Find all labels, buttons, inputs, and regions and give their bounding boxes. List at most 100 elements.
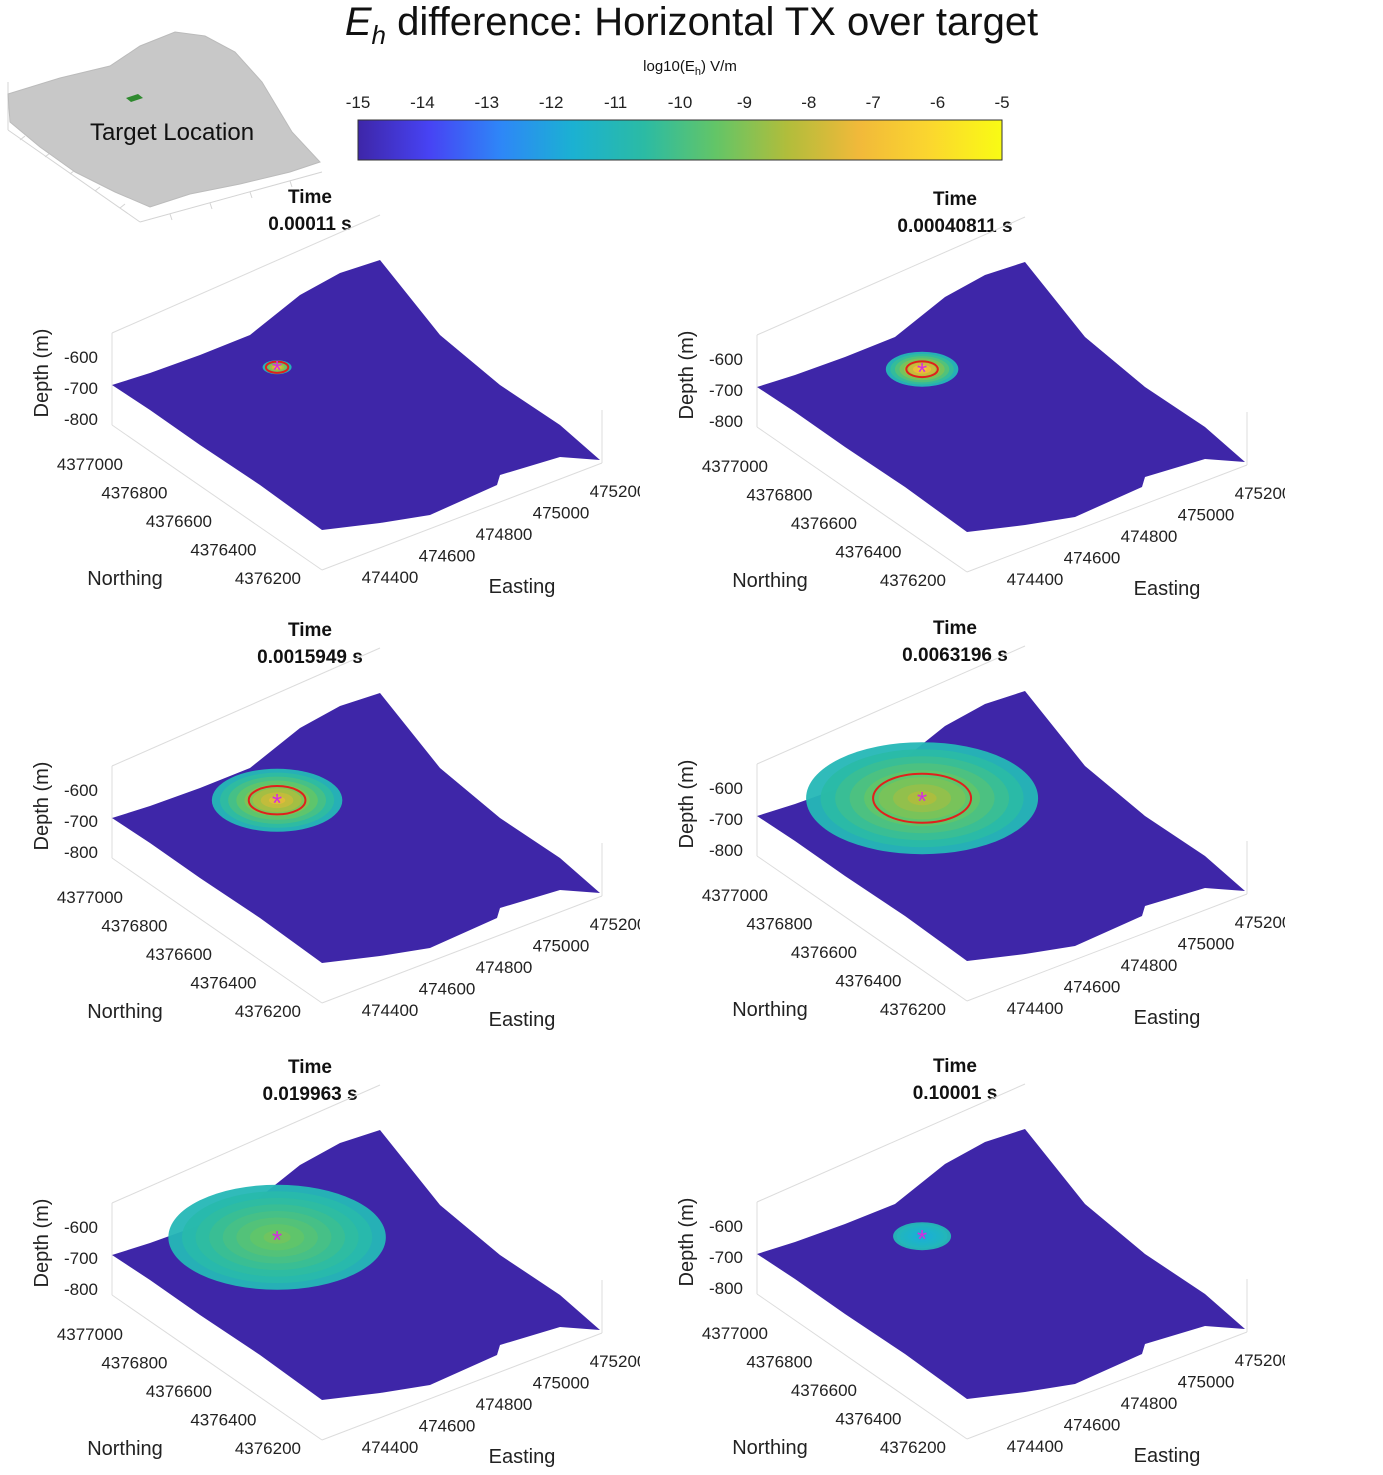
panel-title-time: Time — [287, 1057, 332, 1078]
panel-title-value: 0.0063196 s — [902, 645, 1008, 666]
z-tick-label: -600 — [709, 350, 743, 369]
target-star-marker: * — [272, 788, 282, 818]
z-axis-label: Depth (m) — [676, 760, 698, 849]
x-tick-label: 475000 — [1178, 935, 1235, 954]
surface-base — [757, 1129, 1245, 1399]
panel-title-value: 0.00011 s — [268, 214, 352, 235]
y-tick-label: 4376400 — [190, 1411, 256, 1430]
surface-plot: * -600 -700 -800 Depth (m) 4377000 4376800 4376… — [676, 645, 1285, 1029]
y-tick-label: 4377000 — [702, 1324, 768, 1343]
x-tick-label: 474800 — [1121, 1394, 1178, 1413]
x-tick-label: 474600 — [419, 547, 476, 566]
surface-plot: * -600 -700 -800 Depth (m) 4377000 4376800 4376… — [31, 1084, 640, 1468]
axes-box — [756, 645, 1248, 1002]
x-tick-label: 475200 — [1235, 484, 1285, 503]
colorbar-gradient — [357, 119, 1003, 161]
colorbar: -15 -14 -13 -12 -11 -10 -9 -8 -7 -6 -5 — [346, 93, 1010, 161]
x-tick-label: 475000 — [1178, 1373, 1235, 1392]
y-axis-label: Northing — [732, 570, 808, 592]
x-axis-label: Easting — [1134, 1445, 1201, 1467]
surface-panel-6: Time 0.10001 s * -600 -700 -800 Depth (m) 43770… — [645, 1054, 1285, 1474]
z-tick-label: -800 — [709, 841, 743, 860]
x-tick-label: 474400 — [1007, 999, 1064, 1018]
y-tick-label: 4376800 — [101, 917, 167, 936]
z-tick-label: -600 — [709, 779, 743, 798]
y-tick-label: 4376800 — [746, 1353, 812, 1372]
y-tick-label: 4377000 — [57, 455, 123, 474]
axes-box — [756, 216, 1248, 573]
surface-plot: * -600 -700 -800 Depth (m) 4377000 4376800 4376… — [31, 647, 640, 1031]
z-tick-label: -700 — [709, 810, 743, 829]
panel-title-value: 0.10001 s — [912, 1083, 998, 1104]
panel-title-value: 0.0015949 s — [257, 647, 363, 668]
colorbar-tick-label: -15 — [346, 93, 371, 112]
colorbar-tick-label: -10 — [668, 93, 693, 112]
x-axis-label: Easting — [1134, 1007, 1201, 1029]
y-tick-label: 4376400 — [835, 543, 901, 562]
y-tick-label: 4376200 — [880, 1000, 946, 1019]
z-tick-label: -800 — [64, 410, 98, 429]
x-tick-label: 474400 — [362, 1438, 419, 1457]
surface-panel-5: Time 0.019963 s * -600 -700 -800 Depth (m) 4377… — [0, 1055, 640, 1475]
z-tick-label: -800 — [709, 1279, 743, 1298]
axes-box — [756, 1083, 1248, 1440]
y-tick-label: 4376800 — [746, 486, 812, 505]
x-tick-label: 474400 — [362, 1001, 419, 1020]
y-tick-label: 4376400 — [190, 974, 256, 993]
x-tick-label: 475200 — [1235, 1351, 1285, 1370]
panel-title-time: Time — [932, 1056, 977, 1077]
surface-panel-4: Time 0.0063196 s * -600 -700 -800 Depth (m) 437… — [645, 616, 1285, 1036]
y-tick-label: 4376600 — [791, 514, 857, 533]
x-tick-label: 474800 — [1121, 527, 1178, 546]
y-tick-label: 4377000 — [702, 886, 768, 905]
z-tick-label: -700 — [709, 381, 743, 400]
panel-title-time: Time — [287, 187, 332, 208]
target-location-inset: Target Location — [7, 31, 323, 223]
x-tick-label: 474400 — [1007, 1437, 1064, 1456]
target-star-marker: * — [917, 786, 927, 816]
target-marker-patch — [126, 94, 143, 102]
anomaly-contour-fill — [263, 1230, 291, 1244]
y-tick-label: 4377000 — [702, 457, 768, 476]
colorbar-tick-label: -6 — [930, 93, 945, 112]
z-axis-label: Depth (m) — [31, 762, 53, 851]
target-star-marker: * — [272, 1225, 282, 1255]
y-tick-label: 4376200 — [880, 1438, 946, 1457]
y-axis-label: Northing — [87, 568, 163, 590]
surface-panel-1: Time 0.00011 s * -600 -700 -800 Depth (m) 43770… — [0, 185, 640, 605]
z-tick-label: -800 — [709, 412, 743, 431]
surface-plot: * -600 -700 -800 Depth (m) 4377000 4376800 4376… — [31, 214, 640, 598]
anomaly-contour-fill — [268, 796, 286, 805]
y-tick-label: 4376200 — [235, 569, 301, 588]
threshold-contour — [247, 785, 307, 816]
target-star-marker: * — [917, 357, 927, 387]
x-tick-label: 474600 — [1064, 549, 1121, 568]
anomaly-contour-fill — [275, 366, 279, 369]
anomaly-contour-fill — [918, 1234, 926, 1238]
surface-plot: * -600 -700 -800 Depth (m) 4377000 4376800 4376… — [676, 1083, 1285, 1467]
y-tick-label: 4376600 — [146, 1382, 212, 1401]
colorbar-tick-label: -5 — [994, 93, 1009, 112]
colorbar-label: log10(Eh) V/m — [580, 58, 800, 78]
x-tick-label: 474600 — [1064, 1416, 1121, 1435]
y-tick-label: 4376800 — [101, 1354, 167, 1373]
surface-panel-2: Time 0.00040811 s * -600 -700 -800 Depth (m) 43… — [645, 187, 1285, 607]
colorbar-label-main: log10(E — [643, 58, 695, 75]
colorbar-label-sub: h — [694, 66, 701, 78]
z-tick-label: -600 — [64, 781, 98, 800]
z-tick-label: -800 — [64, 843, 98, 862]
anomaly-contour-fill — [907, 791, 937, 806]
x-tick-label: 475200 — [590, 1352, 640, 1371]
threshold-contour — [872, 772, 973, 824]
colorbar-tick-label: -14 — [410, 93, 435, 112]
x-tick-label: 475000 — [1178, 506, 1235, 525]
x-tick-label: 475200 — [1235, 913, 1285, 932]
x-tick-label: 475000 — [533, 1374, 590, 1393]
z-axis-label: Depth (m) — [31, 1199, 53, 1288]
z-axis-label: Depth (m) — [31, 329, 53, 418]
colorbar-tick-label: -8 — [801, 93, 816, 112]
colorbar-label-end: ) V/m — [700, 58, 737, 75]
z-tick-label: -700 — [709, 1248, 743, 1267]
y-tick-label: 4376200 — [235, 1002, 301, 1021]
surface-panel-3: Time 0.0015949 s * -600 -700 -800 Depth (m) 437… — [0, 618, 640, 1038]
